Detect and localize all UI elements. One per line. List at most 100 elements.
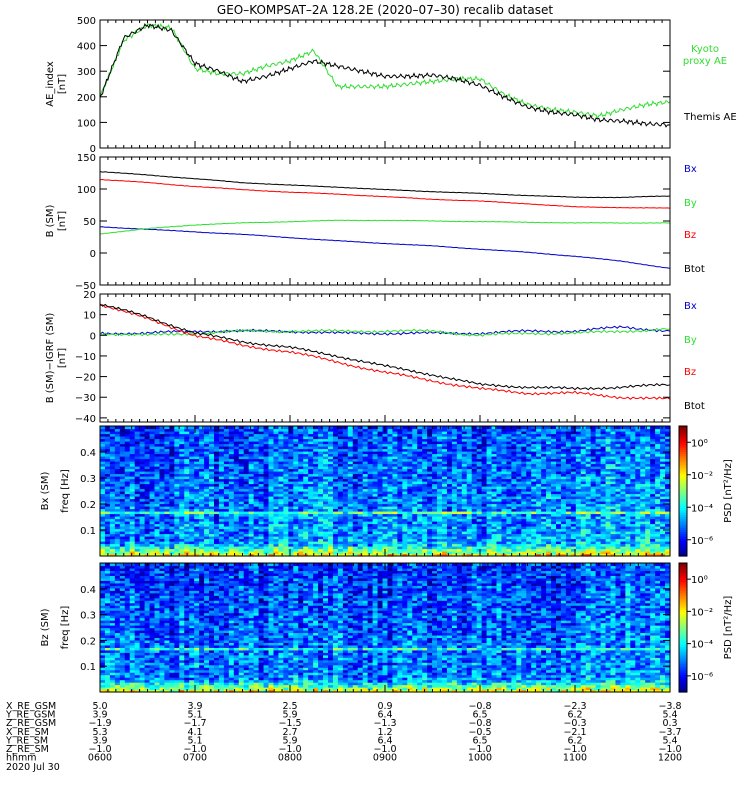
spectrogram-cell — [248, 466, 255, 470]
spectrogram-cell — [372, 471, 379, 475]
spectrogram-cell — [342, 493, 349, 497]
spectrogram-cell — [199, 516, 205, 520]
spectrogram-cell — [347, 476, 354, 480]
spectrogram-cell — [228, 538, 235, 542]
spectrogram-cell — [169, 476, 175, 480]
spectrogram-cell — [303, 463, 309, 467]
spectrogram-cell — [129, 431, 136, 435]
spectrogram-cell — [332, 548, 339, 552]
spectrogram-cell — [139, 486, 146, 490]
spectrogram-cell — [268, 471, 275, 475]
spectrogram-cell — [377, 491, 384, 495]
spectrogram-cell — [248, 488, 255, 492]
y-tick-label: 100 — [77, 185, 96, 196]
spectrogram-cell — [367, 466, 374, 470]
spectrogram-cell — [268, 506, 275, 510]
spectrogram-cell — [372, 466, 379, 470]
spectrogram-cell — [313, 468, 319, 472]
spectrogram-cell — [342, 436, 349, 440]
spectrogram-cell — [283, 541, 289, 545]
spectrogram-cell — [134, 443, 141, 447]
spectrogram-cell — [164, 523, 170, 527]
spectrogram-cell — [328, 468, 334, 472]
spectrogram-cell — [209, 456, 215, 460]
spectrogram-cell — [382, 433, 389, 437]
spectrogram-cell — [223, 533, 230, 537]
spectrogram-cell — [303, 436, 309, 440]
spectrogram-cell — [204, 513, 210, 517]
spectrogram-cell — [357, 463, 364, 467]
spectrogram-cell — [357, 448, 364, 452]
spectrogram-cell — [308, 488, 314, 492]
spectrogram-cell — [243, 426, 250, 430]
spectrogram-cell — [357, 543, 364, 547]
spectrogram-cell — [134, 458, 141, 462]
spectrogram-cell — [248, 536, 255, 540]
spectrogram-cell — [194, 473, 200, 477]
spectrogram-cell — [144, 503, 151, 507]
spectrogram-cell — [228, 481, 235, 485]
spectrogram-cell — [199, 476, 205, 480]
spectrogram-cell — [109, 553, 116, 557]
spectrogram-cell — [248, 511, 255, 515]
spectrogram-cell — [144, 543, 151, 547]
spectrogram-cell — [124, 513, 131, 517]
spectrogram-cell — [238, 488, 245, 492]
spectrogram-cell — [184, 498, 190, 502]
spectrogram-cell — [357, 523, 364, 527]
spectrogram-cell — [189, 523, 195, 527]
spectrogram-cell — [119, 521, 126, 525]
spectrogram-cell — [332, 533, 339, 537]
spectrogram-cell — [238, 433, 245, 437]
y-axis-unit: [nT] — [57, 74, 68, 94]
spectrogram-cell — [278, 551, 284, 555]
spectrogram-cell — [328, 448, 334, 452]
spectrogram-cell — [372, 451, 379, 455]
spectrogram-cell — [159, 468, 166, 472]
spectrogram-cell — [189, 526, 195, 530]
spectrogram-cell — [209, 513, 215, 517]
spectrogram-cell — [328, 543, 334, 547]
spectrogram-cell — [308, 438, 314, 442]
spectrogram-cell — [263, 516, 270, 520]
spectrogram-cell — [342, 546, 349, 550]
spectrogram-cell — [278, 538, 284, 542]
spectrogram-cell — [382, 436, 389, 440]
spectrogram-cell — [347, 546, 354, 550]
spectrogram-cell — [134, 436, 141, 440]
spectrogram-cell — [184, 483, 190, 487]
legend-entry: Btot — [684, 264, 705, 275]
spectrogram-cell — [377, 553, 384, 557]
spectrogram-cell — [367, 433, 374, 437]
spectrogram-cell — [357, 548, 364, 552]
spectrogram-cell — [253, 536, 260, 540]
spectrogram-cell — [243, 516, 250, 520]
spectrogram-cell — [184, 551, 190, 555]
spectrogram-cell — [298, 553, 304, 557]
spectrogram-cell — [253, 511, 260, 515]
spectrogram-cell — [149, 458, 156, 462]
spectrogram-cell — [134, 523, 141, 527]
spectrogram-cell — [332, 458, 339, 462]
spectrogram-cell — [323, 453, 329, 457]
spectrogram-cell — [139, 448, 146, 452]
spectrogram-cell — [263, 548, 270, 552]
spectrogram-cell — [303, 478, 309, 482]
spectrogram-cell — [194, 453, 200, 457]
spectrogram-cell — [124, 493, 131, 497]
spectrogram-cell — [238, 446, 245, 450]
spectrogram-cell — [362, 518, 369, 522]
series-line-kyoto-proxy-ae — [99, 23, 671, 120]
spectrogram-cell — [194, 466, 200, 470]
spectrogram-cell — [124, 448, 131, 452]
spectrogram-cell — [377, 443, 384, 447]
spectrogram-cell — [129, 533, 136, 537]
spectrogram-cell — [223, 433, 230, 437]
spectrogram-cell — [263, 493, 270, 497]
spectrogram-cell — [328, 513, 334, 517]
spectrogram-cell — [293, 538, 299, 542]
spectrogram-cell — [313, 448, 319, 452]
spectrogram-cell — [169, 486, 175, 490]
spectrogram-cell — [362, 481, 369, 485]
spectrogram-cell — [357, 516, 364, 520]
